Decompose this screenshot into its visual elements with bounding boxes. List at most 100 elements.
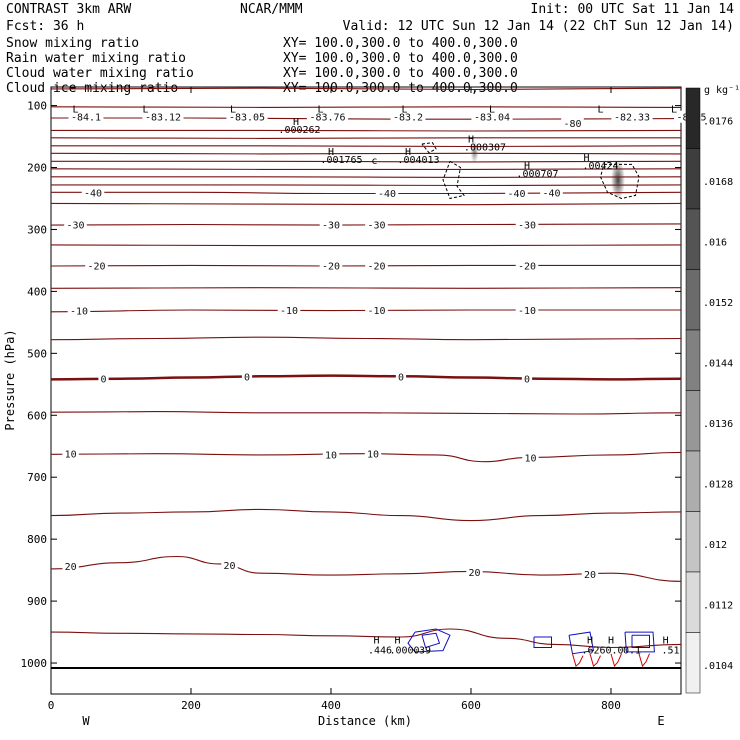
colorbar: g kg⁻¹ .0176 .0168 .016 .0152 .0144 .0136 .012… <box>685 85 740 694</box>
colorbar-swatch <box>685 208 701 270</box>
contour-label-bg <box>395 370 407 383</box>
contour-label-bg <box>515 218 539 231</box>
colorbar-swatch <box>685 269 701 331</box>
extremum-label: .00424 <box>582 161 618 172</box>
contour-label: 0 <box>244 372 250 383</box>
contour-label: -40 <box>542 188 560 199</box>
y-tick-label: 400 <box>27 285 47 298</box>
contour-label: -30 <box>518 221 536 232</box>
hydrometeor-outline-10 <box>589 653 601 668</box>
contour-line--50 <box>51 176 682 178</box>
forecast-hour: Fcst: 36 h <box>6 19 84 34</box>
contour-label: -80 <box>563 119 581 130</box>
contour-label-bg <box>306 110 349 123</box>
colorbar-swatch <box>685 87 701 149</box>
contour-label: -83.05 <box>229 113 265 124</box>
colorbar-swatch <box>685 571 701 633</box>
x-tick-label: 400 <box>321 699 341 712</box>
contour-line--60 <box>51 160 682 163</box>
colorbar-tick-label: .0104 <box>703 661 733 672</box>
extremum-label: .51 <box>661 645 679 656</box>
x-tick-label: 800 <box>601 699 621 712</box>
extremum-label: L <box>489 105 495 116</box>
extremum-label: L <box>597 105 603 116</box>
title-left: CONTRAST 3km ARW <box>6 2 131 17</box>
init-time: Init: 00 UTC Sat 11 Jan 14 <box>531 2 735 17</box>
plot-area: -84.1 -83.12 -83.05 -83.76 -83.2 -83.04 -80 -82… <box>50 86 709 695</box>
x-axis-label: Distance (km) <box>318 714 412 728</box>
contour-label-bg <box>319 218 343 231</box>
extremum-label: H <box>583 153 589 164</box>
contour-label: -83.04 <box>474 113 510 124</box>
colorbar-swatch <box>685 390 701 452</box>
y-tick-label: 200 <box>27 162 47 175</box>
hydrometeor-outline-1 <box>442 160 465 200</box>
contour-line--70 <box>50 145 682 148</box>
extremum-label: L <box>142 105 148 116</box>
contour-line-5 <box>50 411 682 415</box>
cloud-shade-1 <box>611 160 625 200</box>
colorbar-unit: g kg⁻¹ <box>704 85 740 96</box>
colorbar-tick-label: .0136 <box>703 419 733 430</box>
extremum-label: H <box>394 635 400 646</box>
contour-label-bg <box>241 370 253 383</box>
contour-line--15 <box>50 287 682 289</box>
y-tick-label: 500 <box>27 347 47 360</box>
extremum-label: .000262 <box>278 125 320 136</box>
colorbar-tick-label: .0176 <box>703 116 733 127</box>
contour-line-10 <box>50 451 682 463</box>
contour-label-bg <box>390 110 426 123</box>
contour-line--80 <box>50 87 682 91</box>
hydrometeor-outline-12 <box>638 653 650 668</box>
contour-label: -10 <box>367 306 385 317</box>
hydrometeor-outline-7 <box>624 631 655 653</box>
contour-label: -10 <box>70 307 88 318</box>
hydrometeor-contours <box>407 142 655 668</box>
contour-label-bg <box>64 218 87 231</box>
field-name-0: Snow mixing ratio <box>6 36 139 51</box>
contour-label: -20 <box>367 261 385 272</box>
contour-line-15 <box>50 508 682 522</box>
extremum-label: H <box>587 635 593 646</box>
field-xy-2: XY= 100.0,300.0 to 400.0,300.0 <box>283 66 518 81</box>
contour-label: 10 <box>325 450 337 461</box>
contour-label: -10 <box>280 306 298 317</box>
field-xy-3: XY= 100.0,300.0 to 400.0,300.0 <box>283 81 518 96</box>
contour-label-bg <box>581 567 599 580</box>
x-tick-label: 600 <box>461 699 481 712</box>
contour-label: 20 <box>468 568 480 579</box>
contour-label-bg <box>505 186 528 199</box>
contour-label: 20 <box>584 570 596 581</box>
contour-label-bg <box>98 372 109 385</box>
contour-label: -82.33 <box>614 113 650 124</box>
extremum-label: .001765 <box>320 155 362 166</box>
colorbar-tick-label: .012 <box>703 540 727 551</box>
title-center: NCAR/MMM <box>240 2 303 17</box>
contour-label-bg <box>522 451 539 464</box>
extremum-label: H <box>663 635 669 646</box>
contour-label: -40 <box>378 189 396 200</box>
extremum-label: .004013 <box>397 155 439 166</box>
west-label: W <box>82 714 90 728</box>
contour-label: 0 <box>100 375 106 386</box>
contour-label: 10 <box>65 450 77 461</box>
contour-labels: -84.1 -83.12 -83.05 -83.76 -83.2 -83.04 -80 -82… <box>62 110 709 581</box>
contour-label-bg <box>471 110 513 123</box>
plot-frame <box>50 86 682 695</box>
extremum-label: H <box>524 161 530 172</box>
extremum-label: .446 <box>368 645 392 656</box>
contour-label: -30 <box>66 221 84 232</box>
contour-label-bg <box>226 110 268 123</box>
extremum-label: H <box>468 134 474 145</box>
contour-label: 20 <box>223 561 235 572</box>
contour-line--65 <box>50 152 682 155</box>
contour-label-bg <box>319 259 343 272</box>
contour-label: -40 <box>84 188 102 199</box>
contour-label-bg <box>142 110 184 123</box>
contour-label-bg <box>515 259 539 272</box>
contour-line-25 <box>50 628 682 649</box>
x-axis: 0 200 400 600 800 <box>48 87 621 712</box>
contour-line--55 <box>50 168 682 170</box>
y-tick-label: 100 <box>27 100 47 113</box>
